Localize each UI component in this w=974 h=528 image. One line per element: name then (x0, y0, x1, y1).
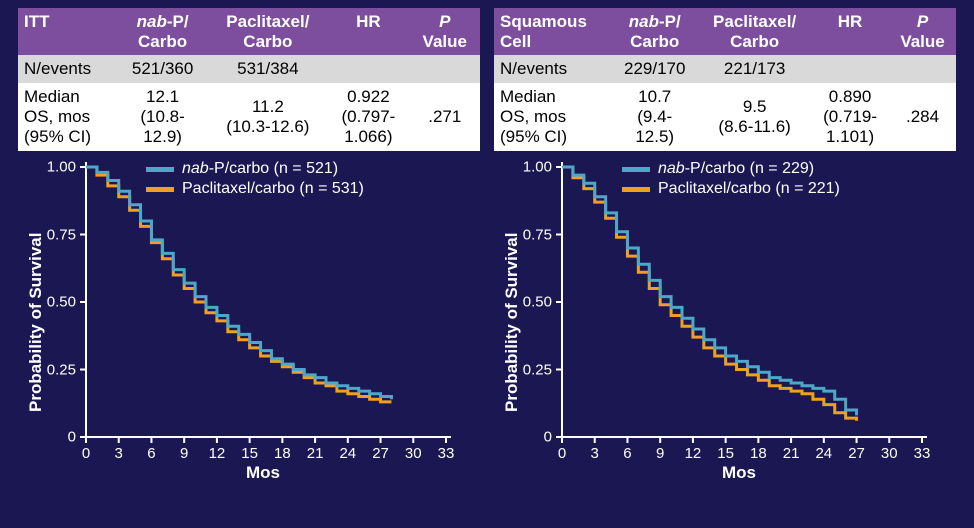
x-axis-label: Mos (722, 463, 756, 483)
row-median: MedianOS, mos(95% CI) 10.7(9.4-12.5) 9.5… (494, 83, 956, 151)
x-tick-label: 24 (339, 445, 356, 462)
row-nevents: N/events 521/360 531/384 (18, 55, 480, 83)
cell: 229/170 (611, 55, 698, 83)
itt-table: ITT nab-P/Carbo Paclitaxel/Carbo HR PVal… (18, 8, 480, 151)
cell-label: N/events (18, 55, 117, 83)
cell: 9.5(8.6-11.6) (698, 83, 811, 151)
x-tick-label: 12 (209, 445, 226, 462)
x-tick-label: 3 (591, 445, 599, 462)
km-nab (562, 167, 857, 415)
x-tick-label: 30 (881, 445, 898, 462)
cell: .284 (889, 83, 956, 151)
cell (811, 55, 889, 83)
cell: 10.7(9.4-12.5) (611, 83, 698, 151)
row-nevents: N/events 229/170 221/173 (494, 55, 956, 83)
cell: 531/384 (208, 55, 327, 83)
chart-legend: nab-P/carbo (n = 521)Paclitaxel/carbo (n… (146, 159, 364, 199)
x-axis-label: Mos (246, 463, 280, 483)
left-panel: ITT nab-P/Carbo Paclitaxel/Carbo HR PVal… (18, 8, 480, 157)
x-tick-label: 0 (558, 445, 566, 462)
squamous-header: SquamousCell (494, 8, 611, 55)
x-tick-label: 18 (750, 445, 767, 462)
legend-label: Paclitaxel/carbo (n = 531) (182, 179, 364, 199)
chart-legend: nab-P/carbo (n = 229)Paclitaxel/carbo (n… (622, 159, 840, 199)
x-tick-label: 21 (783, 445, 800, 462)
legend-label: nab-P/carbo (n = 229) (658, 159, 814, 179)
cell: 221/173 (698, 55, 811, 83)
x-tick-label: 15 (717, 445, 734, 462)
cell (327, 55, 409, 83)
cell: 0.890(0.719-1.101) (811, 83, 889, 151)
legend-pac: Paclitaxel/carbo (n = 531) (146, 179, 364, 199)
x-tick-label: 6 (147, 445, 155, 462)
cell (889, 55, 956, 83)
col-hr-header: HR (811, 8, 889, 55)
col-nab-header: nab-P/Carbo (611, 8, 698, 55)
y-tick-label: 0 (494, 429, 552, 446)
cell: .271 (410, 83, 480, 151)
km-nab (86, 167, 391, 399)
y-tick-label: 0 (18, 429, 76, 446)
cell: 0.922(0.797-1.066) (327, 83, 409, 151)
cell: 12.1(10.8-12.9) (117, 83, 209, 151)
x-tick-label: 21 (307, 445, 324, 462)
right-panel: SquamousCell nab-P/Carbo Paclitaxel/Carb… (494, 8, 956, 157)
x-tick-label: 33 (914, 445, 931, 462)
legend-label: Paclitaxel/carbo (n = 221) (658, 179, 840, 199)
row-median: MedianOS, mos(95% CI) 12.1(10.8-12.9) 11… (18, 83, 480, 151)
cell: 11.2(10.3-12.6) (208, 83, 327, 151)
y-tick-label: 1.00 (18, 159, 76, 176)
cell: 521/360 (117, 55, 209, 83)
cell-label: MedianOS, mos(95% CI) (18, 83, 117, 151)
col-pac-header: Paclitaxel/Carbo (698, 8, 811, 55)
legend-nab: nab-P/carbo (n = 521) (146, 159, 364, 179)
cell-label: N/events (494, 55, 611, 83)
col-p-header: PValue (410, 8, 480, 55)
itt-header: ITT (18, 8, 117, 55)
x-tick-label: 6 (623, 445, 631, 462)
y-tick-label: 1.00 (494, 159, 552, 176)
x-tick-label: 33 (438, 445, 455, 462)
cell-label: MedianOS, mos(95% CI) (494, 83, 611, 151)
legend-label: nab-P/carbo (n = 521) (182, 159, 338, 179)
x-tick-label: 0 (82, 445, 90, 462)
x-tick-label: 12 (685, 445, 702, 462)
col-nab-header: nab-P/Carbo (117, 8, 209, 55)
col-p-header: PValue (889, 8, 956, 55)
legend-nab: nab-P/carbo (n = 229) (622, 159, 840, 179)
cell (410, 55, 480, 83)
col-pac-header: Paclitaxel/Carbo (208, 8, 327, 55)
x-tick-label: 27 (848, 445, 865, 462)
x-tick-label: 24 (815, 445, 832, 462)
x-tick-label: 27 (372, 445, 389, 462)
x-tick-label: 15 (241, 445, 258, 462)
km-curves (494, 157, 942, 457)
squamous-table: SquamousCell nab-P/Carbo Paclitaxel/Carb… (494, 8, 956, 151)
col-hr-header: HR (327, 8, 409, 55)
km-curves (18, 157, 466, 457)
x-tick-label: 3 (115, 445, 123, 462)
y-axis-label: Probability of Survival (502, 233, 522, 413)
x-tick-label: 9 (656, 445, 664, 462)
y-axis-label: Probability of Survival (26, 233, 46, 413)
x-tick-label: 9 (180, 445, 188, 462)
legend-pac: Paclitaxel/carbo (n = 221) (622, 179, 840, 199)
x-tick-label: 30 (405, 445, 422, 462)
km-paclitaxel (86, 167, 391, 402)
x-tick-label: 18 (274, 445, 291, 462)
